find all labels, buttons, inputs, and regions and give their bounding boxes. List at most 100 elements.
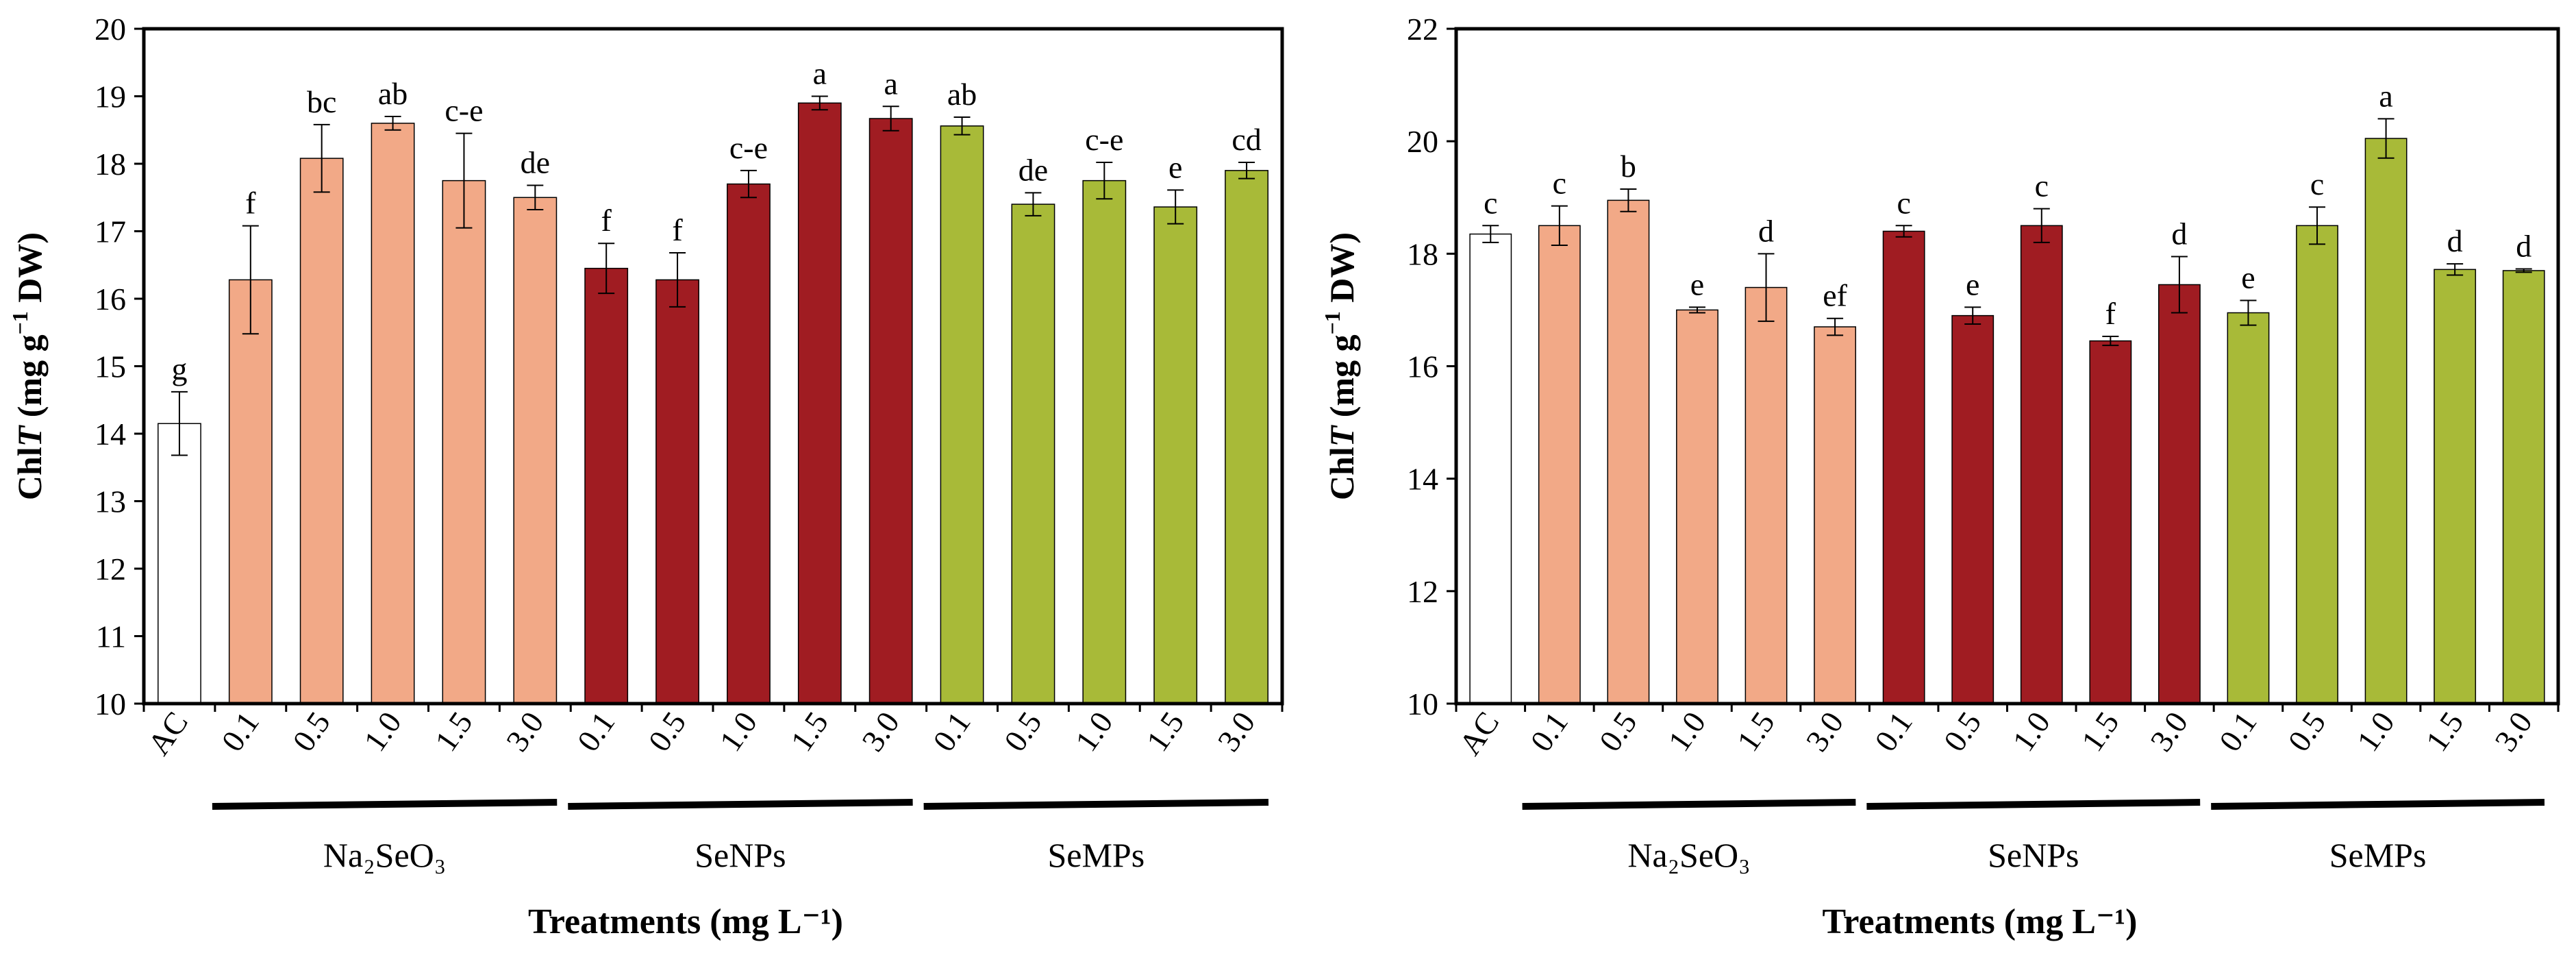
significance-letter: c-e	[729, 130, 768, 165]
significance-letter: ab	[947, 77, 977, 112]
y-tick-label: 14	[95, 417, 126, 451]
y-tick-label: 15	[95, 349, 126, 384]
x-tick-label: 1.5	[1730, 705, 1781, 757]
significance-letter: c-e	[445, 93, 483, 128]
significance-letter: e	[1168, 149, 1182, 184]
significance-letter: c	[1484, 185, 1497, 220]
y-tick-label: 19	[95, 79, 126, 114]
x-tick-label: 3.0	[1799, 705, 1851, 757]
y-axis-title-italic: T	[10, 424, 49, 447]
significance-letter: de	[521, 145, 550, 180]
x-tick-label: 1.5	[784, 705, 835, 757]
group-label: SeMPs	[2329, 836, 2427, 874]
bar-na2seo3	[1745, 286, 1788, 704]
bar-senps	[655, 279, 699, 704]
bar-na2seo3	[228, 279, 273, 704]
significance-letter: e	[2241, 260, 2255, 295]
significance-letter: g	[171, 351, 187, 386]
group-label: Na₂SeO₃	[323, 836, 446, 874]
chart-1: 10 11 12 13 14 15 16 17 18 19 20 ChlT (mg g−1 DW) g A…	[8, 12, 1284, 941]
bar-semps	[2502, 270, 2545, 704]
y-axis-title-part: Chl	[10, 447, 49, 500]
x-tick-label: 1.5	[1140, 705, 1191, 757]
bar-semps	[940, 125, 984, 704]
significance-letter: c	[1897, 185, 1910, 220]
x-tick-label: 0.1	[926, 705, 977, 757]
bar-semps	[1082, 180, 1127, 704]
bar-senps	[2020, 225, 2063, 704]
x-tick-label: 0.1	[214, 705, 266, 757]
y-axis-title-italic: T	[1323, 424, 1361, 447]
x-tick-label: 0.1	[2212, 705, 2264, 757]
x-tick-label: 1.0	[357, 705, 408, 757]
significance-letter: c	[2310, 166, 2324, 201]
group-underline	[568, 799, 913, 810]
group-underline	[212, 799, 558, 810]
x-tick-label: 1.0	[1661, 705, 1712, 757]
y-tick-label: 16	[1407, 349, 1438, 384]
significance-letter: de	[1018, 152, 1048, 187]
x-tick-label: 3.0	[2488, 705, 2539, 757]
significance-letter: d	[2447, 223, 2463, 258]
significance-letter: d	[2516, 228, 2531, 263]
group-underline	[2211, 799, 2545, 810]
x-tick-label: AC	[1452, 705, 1505, 761]
bar-senps	[2089, 340, 2132, 704]
x-tick-label: 0.5	[997, 705, 1049, 757]
x-tick-label: 0.5	[2281, 705, 2332, 757]
significance-letter: f	[245, 186, 256, 221]
x-tick-label: 0.5	[1937, 705, 1988, 757]
significance-letter: f	[672, 212, 683, 247]
bar-control	[158, 423, 201, 704]
y-tick-label: 22	[1407, 12, 1438, 47]
x-tick-label: AC	[141, 705, 195, 761]
group-underline	[1866, 799, 2201, 810]
significance-letter: e	[1690, 267, 1704, 301]
x-tick-label: 0.5	[286, 705, 337, 757]
x-tick-label: 3.0	[499, 705, 551, 757]
y-axis-title-superscript: −1	[1320, 311, 1345, 334]
x-tick-label: 0.1	[1523, 705, 1575, 757]
x-tick-label: 3.0	[1210, 705, 1262, 757]
bar-senps	[2158, 284, 2201, 704]
x-tick-label: 1.5	[2075, 705, 2126, 757]
x-axis-title: Treatments (mg L⁻¹)	[1823, 902, 2138, 941]
bar-senps	[868, 118, 913, 704]
significance-letter: bc	[307, 84, 336, 119]
y-tick-label: 10	[1407, 686, 1438, 721]
significance-letter: c	[2035, 169, 2049, 203]
y-tick-label: 20	[1407, 124, 1438, 159]
x-tick-label: 1.5	[2419, 705, 2471, 757]
x-tick-label: 1.0	[712, 705, 764, 757]
bar-semps	[2434, 269, 2477, 704]
bar-semps	[2296, 225, 2338, 704]
bar-na2seo3	[1814, 326, 1857, 704]
x-tick-label: 0.5	[641, 705, 692, 757]
x-tick-label: 3.0	[2143, 705, 2194, 757]
bar-semps	[1153, 206, 1198, 704]
group-label: SeMPs	[1047, 836, 1145, 874]
bar-na2seo3	[1538, 225, 1581, 704]
significance-letter: d	[1758, 213, 1774, 248]
y-axis-title-part: (mg g	[1323, 334, 1361, 425]
bar-na2seo3	[299, 158, 344, 704]
group-label: SeNPs	[695, 836, 786, 874]
significance-letter: b	[1621, 149, 1636, 184]
significance-letter: c	[1553, 166, 1566, 201]
bar-semps	[1011, 203, 1055, 704]
group-label: SeNPs	[1988, 836, 2079, 874]
x-tick-label: 3.0	[855, 705, 906, 757]
y-tick-label: 10	[95, 686, 126, 721]
significance-letter: e	[1966, 267, 1979, 301]
significance-letter: c-e	[1085, 122, 1123, 157]
y-tick-label: 12	[95, 552, 126, 586]
x-tick-label: 0.1	[571, 705, 622, 757]
bar-na2seo3	[442, 180, 486, 704]
y-axis-title-part: Chl	[1323, 447, 1361, 500]
significance-letter: a	[884, 66, 897, 101]
y-tick-label: 13	[95, 484, 126, 519]
bar-semps	[2227, 312, 2270, 704]
x-tick-label: 0.1	[1868, 705, 1919, 757]
bar-semps	[1225, 170, 1268, 704]
y-tick-label: 12	[1407, 574, 1438, 609]
